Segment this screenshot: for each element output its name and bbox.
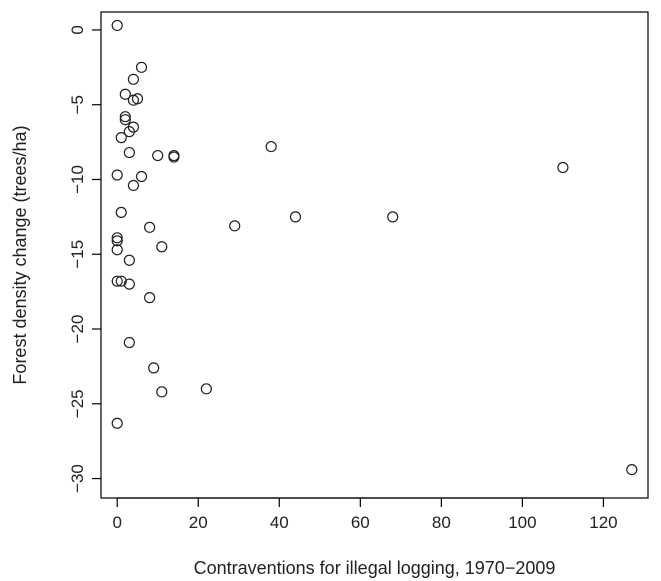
x-tick-label: 20 [189, 513, 208, 532]
x-tick-label: 100 [508, 513, 536, 532]
data-point [115, 275, 127, 287]
data-point [123, 254, 135, 266]
data-point [111, 19, 123, 32]
x-tick-label: 80 [432, 513, 451, 532]
data-point [119, 111, 131, 123]
data-point [115, 132, 127, 144]
y-tick-label: −20 [68, 315, 87, 344]
data-point [156, 386, 168, 398]
data-point [265, 140, 277, 153]
data-point [152, 149, 164, 162]
data-point [135, 61, 148, 73]
data-point [123, 336, 135, 349]
y-tick-label: 0 [68, 25, 87, 34]
data-point [111, 235, 123, 247]
data-point [111, 169, 123, 181]
data-point [200, 383, 212, 395]
data-point [557, 161, 569, 174]
data-point [123, 146, 135, 159]
data-point [127, 73, 140, 85]
plot-frame [100, 11, 649, 499]
y-tick-label: −10 [68, 165, 87, 194]
x-tick-label: 60 [351, 513, 370, 532]
data-point [131, 93, 144, 105]
x-tick-label: 0 [112, 513, 121, 532]
data-point [387, 211, 399, 223]
y-tick-label: −25 [68, 389, 87, 418]
data-point [123, 278, 135, 290]
data-point [156, 241, 168, 253]
data-point [119, 114, 131, 126]
y-tick-label: −15 [68, 240, 87, 269]
axes: 0 20 40 60 80 100 120 0 −5 −10 −15 −20 −25 −30 [68, 11, 649, 532]
x-tick-label: 120 [589, 513, 617, 532]
data-point [168, 151, 180, 163]
data-point [144, 292, 156, 304]
data-point [123, 126, 135, 138]
data-point [127, 179, 140, 192]
data-point [229, 220, 241, 232]
data-point [289, 211, 302, 223]
data-points [111, 19, 638, 476]
data-point [111, 275, 123, 287]
data-point [111, 417, 123, 429]
data-point [148, 362, 160, 374]
y-tick-label: −5 [68, 95, 87, 114]
data-point [119, 88, 131, 100]
x-tick-label: 40 [270, 513, 289, 532]
data-point [111, 244, 123, 256]
x-axis-title: Contraventions for illegal logging, 1970… [194, 558, 556, 578]
data-point [111, 232, 123, 244]
data-point [135, 170, 148, 183]
data-point [626, 463, 638, 476]
data-point [115, 206, 127, 218]
y-tick-label: −30 [68, 464, 87, 493]
data-point [144, 221, 156, 233]
y-axis-title: Forest density change (trees/ha) [10, 125, 30, 384]
